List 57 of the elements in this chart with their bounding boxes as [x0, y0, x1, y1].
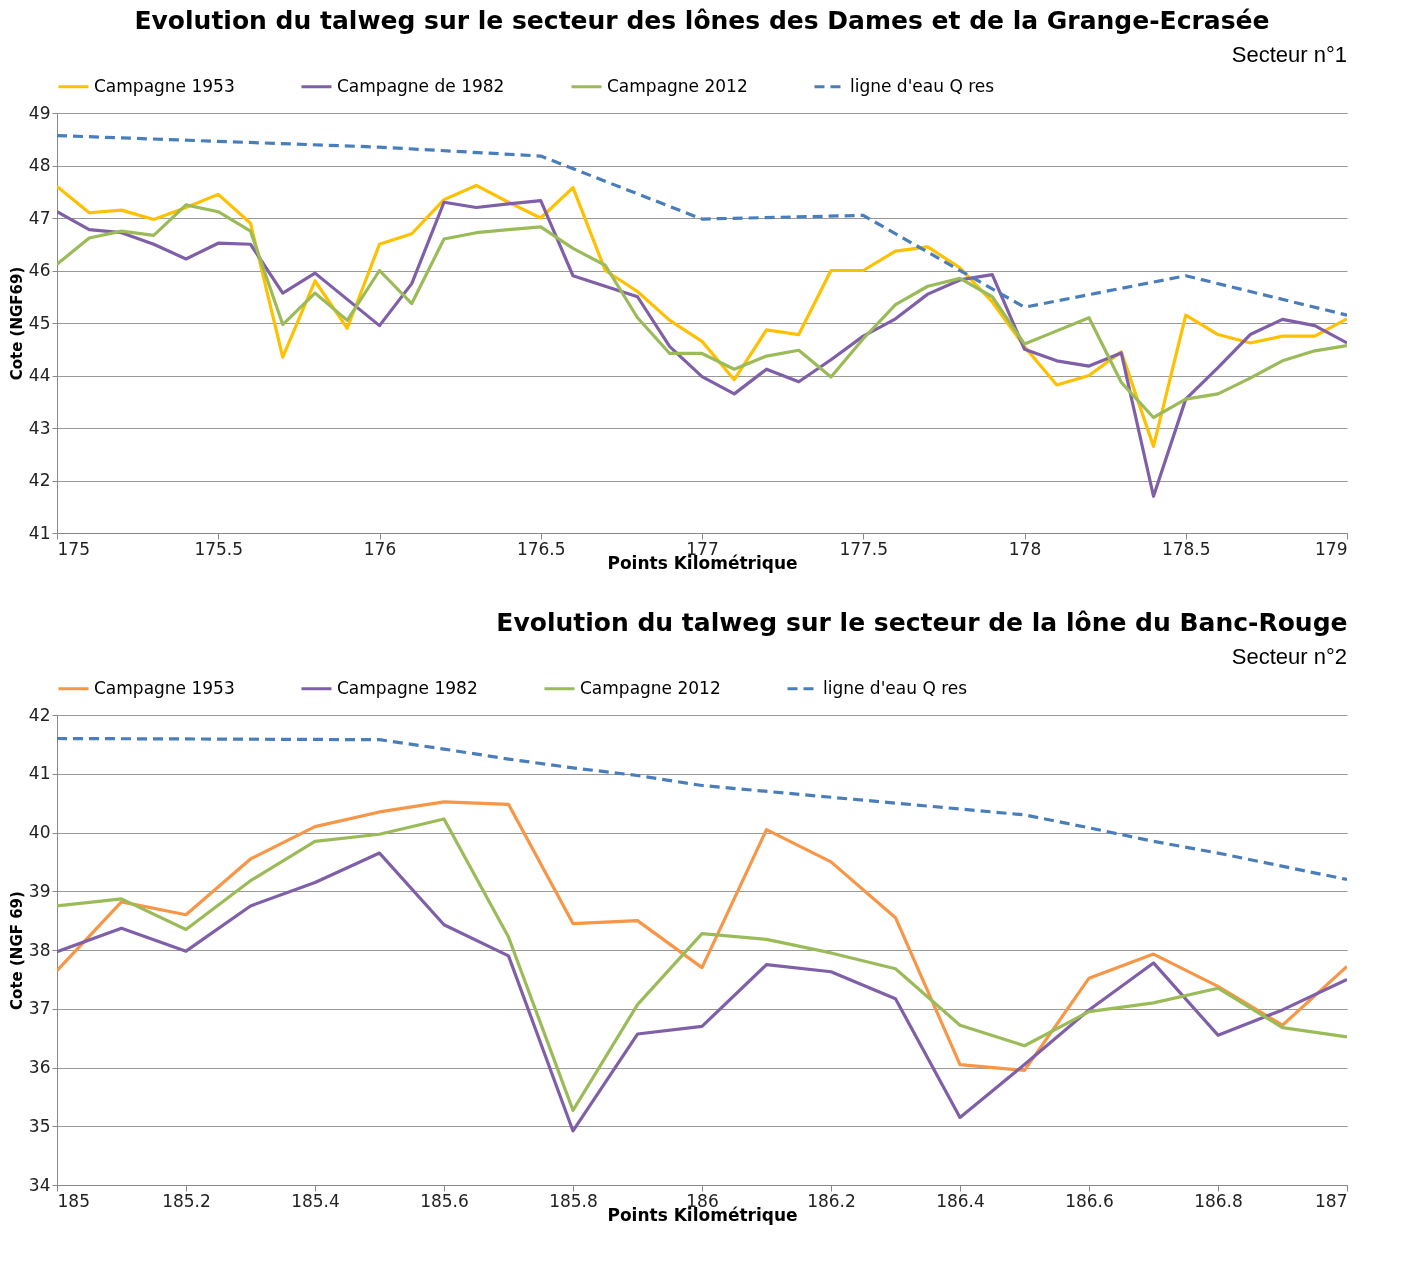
- x-tick-label: 176: [363, 538, 397, 559]
- y-tick-label: 36: [28, 1057, 51, 1077]
- y-tick-label: 41: [28, 763, 51, 784]
- text: Secteur n°2: [1231, 644, 1347, 669]
- x-tick-label: 186.8: [1194, 1190, 1243, 1211]
- y-tick-label: 49: [28, 102, 51, 123]
- y-tick-label: 42: [28, 704, 51, 725]
- y-tick-label: 37: [28, 998, 51, 1019]
- y-tick-label: 48: [28, 155, 51, 175]
- text: Secteur n°1: [1231, 42, 1347, 67]
- legend-label: Campagne 2012: [607, 75, 748, 96]
- x-tick-label: 178: [1008, 538, 1042, 559]
- legend-label: Campagne de 1982: [337, 75, 505, 96]
- legend-label: Campagne 1982: [337, 677, 478, 698]
- y-tick-label: 40: [28, 822, 51, 842]
- x-tick-label: 185.8: [549, 1190, 598, 1211]
- line-series: [57, 133, 1347, 317]
- x-tick-label: 187: [1315, 1190, 1348, 1211]
- x-tick-label: 186.6: [1065, 1190, 1114, 1211]
- x-tick-label: 177.5: [839, 538, 889, 559]
- x-tick-label: 186.2: [807, 1190, 856, 1211]
- legend-label: ligne d'eau Q res: [850, 75, 995, 96]
- x-tick-label: 178.5: [1161, 538, 1211, 559]
- y-tick-label: 47: [28, 207, 51, 228]
- y-tick-label: 44: [28, 365, 51, 385]
- legend-label: Campagne 1953: [94, 75, 235, 96]
- y-tick-label: 41: [28, 522, 51, 543]
- x-tick-label: 186.4: [936, 1190, 985, 1211]
- y-tick-label: 46: [28, 260, 51, 280]
- x-tick-label: 185: [57, 1190, 90, 1211]
- x-tick-label: 175.5: [194, 538, 244, 559]
- x-tick-label: 179: [1315, 538, 1348, 559]
- x-tick-label: 185.4: [291, 1190, 340, 1211]
- legend-label: ligne d'eau Q res: [823, 677, 968, 698]
- y-tick-label: 34: [28, 1174, 51, 1195]
- y-tick-label: 45: [28, 312, 51, 333]
- y-tick-label: 38: [28, 939, 51, 960]
- chart-title: Evolution du talweg sur le secteur de la lône du Banc-Rouge: [496, 608, 1348, 637]
- chart-title: Evolution du talweg sur le secteur des lônes des Dames et de la Grange-Ecrasée: [134, 6, 1270, 35]
- legend-label: Campagne 1953: [94, 677, 235, 698]
- line-series: [57, 199, 1347, 498]
- y-tick-label: 43: [28, 417, 51, 438]
- y-tick-label: 35: [28, 1115, 51, 1136]
- line-series: [57, 736, 1347, 882]
- y-tick-label: 42: [28, 470, 51, 490]
- x-tick-label: 176.5: [516, 538, 566, 559]
- legend-label: Campagne 2012: [580, 677, 721, 698]
- line-series: [57, 203, 1347, 420]
- line-series: [57, 800, 1347, 1073]
- line-series: [57, 817, 1347, 1112]
- y-tick-label: 39: [28, 880, 51, 901]
- x-tick-label: 185.2: [162, 1190, 211, 1211]
- x-tick-label: 175: [57, 538, 90, 559]
- y-axis-title: Cote (NGF 69): [7, 891, 26, 1010]
- y-axis-title: Cote (NGF69): [7, 266, 26, 381]
- x-tick-label: 185.6: [420, 1190, 469, 1211]
- line-series: [57, 851, 1347, 1133]
